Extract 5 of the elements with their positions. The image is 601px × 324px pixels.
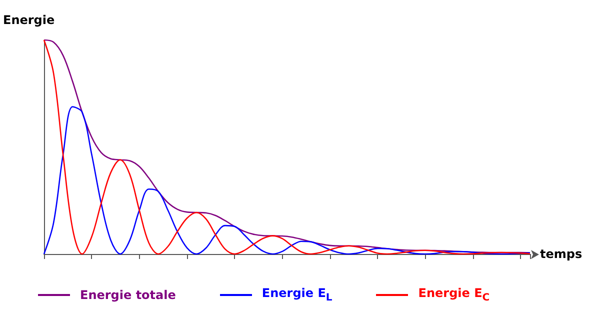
- x-axis-title: temps: [540, 247, 582, 261]
- legend-label: Energie E$_{L}$: [262, 286, 332, 304]
- legend-label: Energie E$_{C}$: [418, 286, 490, 304]
- y-axis-title: Energie: [3, 13, 55, 27]
- legend-label: Energie totale: [80, 288, 176, 302]
